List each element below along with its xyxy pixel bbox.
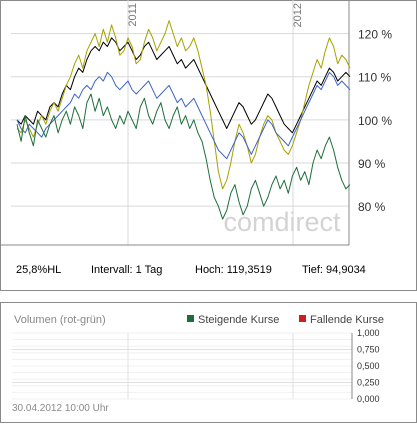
- volume-y-tick-label: 0,000: [357, 394, 380, 404]
- stat-high: Hoch: 119,3519: [195, 264, 272, 276]
- y-tick-label: 80 %: [358, 200, 386, 214]
- legend-rising-swatch: [187, 315, 194, 322]
- volume-panel: [0, 302, 417, 423]
- series-lines: [16, 20, 351, 220]
- price-chart-panel: [0, 0, 417, 291]
- volume-grid: [12, 332, 353, 400]
- y-tick-label: 110 %: [358, 71, 391, 85]
- legend-rising: Steigende Kurse: [187, 314, 279, 326]
- volume-chart: 1,000 0,750 0,500 0,250 0,000: [12, 328, 380, 404]
- y-tick-label: 90 %: [358, 157, 386, 171]
- legend-falling-swatch: [299, 315, 306, 322]
- series-line-0: [16, 37, 351, 134]
- watermark: comdirect: [223, 207, 341, 237]
- series-line-2: [16, 71, 351, 160]
- volume-timestamp: 30.04.2012 10:00 Uhr: [12, 403, 109, 414]
- volume-y-axis-labels: 1,000 0,750 0,500 0,250 0,000: [357, 328, 380, 404]
- x-tick-label: 2011: [127, 3, 139, 27]
- legend-falling-label: Fallende Kurse: [310, 314, 384, 326]
- series-line-3: [16, 93, 351, 220]
- volume-y-tick-label: 1,000: [357, 328, 380, 338]
- legend-rising-label: Steigende Kurse: [198, 314, 280, 326]
- chart-grid: [0, 0, 350, 246]
- x-tick-label: 2012: [292, 3, 304, 27]
- volume-y-tick-label: 0,500: [357, 361, 380, 371]
- volume-title: Volumen (rot-grün): [14, 314, 106, 326]
- x-axis-labels: 2011 2012: [127, 3, 304, 27]
- stat-interval: Intervall: 1 Tag: [91, 264, 163, 276]
- y-axis-labels: 80 % 90 % 100 % 110 % 120 %: [358, 28, 392, 215]
- volume-y-tick-label: 0,250: [357, 378, 380, 388]
- price-chart: 2011 2012 comdirect 80 % 90 % 100 % 110 % 120…: [0, 0, 392, 246]
- y-tick-label: 100 %: [358, 114, 392, 128]
- y-tick-label: 120 %: [358, 28, 392, 42]
- legend-falling: Fallende Kurse: [299, 314, 384, 326]
- series-line-1: [16, 20, 351, 190]
- stat-low: Tief: 94,9034: [302, 264, 366, 276]
- watermark-text: comdirect: [223, 207, 341, 237]
- volume-y-tick-label: 0,750: [357, 345, 380, 355]
- stat-period: 25,8%HL: [16, 264, 62, 276]
